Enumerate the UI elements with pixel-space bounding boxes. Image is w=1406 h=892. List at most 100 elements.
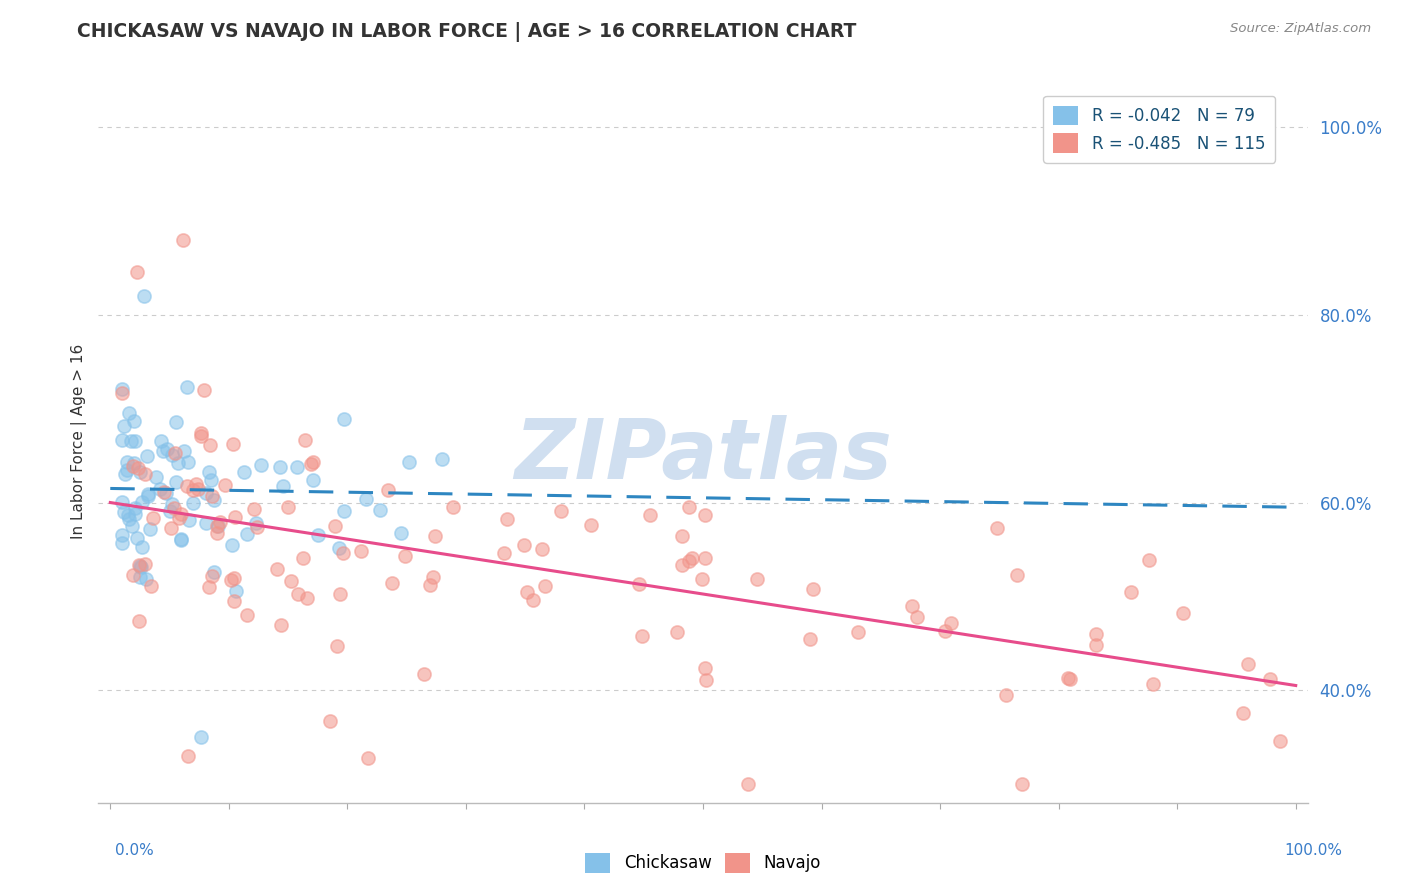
- Point: [177, 748, 200, 763]
- Point: [115, 463, 138, 477]
- Point: [389, 526, 412, 541]
- Point: [125, 264, 148, 278]
- Point: [165, 475, 187, 489]
- Point: [1005, 567, 1028, 582]
- Point: [224, 593, 246, 607]
- Point: [155, 486, 177, 500]
- Point: [111, 433, 134, 447]
- Point: [398, 455, 420, 469]
- Point: [128, 570, 150, 584]
- Point: [114, 467, 136, 481]
- Point: [277, 500, 299, 514]
- Point: [221, 538, 243, 552]
- Y-axis label: In Labor Force | Age > 16: In Labor Force | Age > 16: [72, 344, 87, 539]
- Point: [236, 527, 259, 541]
- Point: [181, 483, 204, 498]
- Point: [695, 508, 717, 522]
- Point: [270, 459, 292, 474]
- Point: [172, 233, 194, 247]
- Point: [801, 582, 824, 596]
- Point: [941, 616, 963, 631]
- Point: [377, 483, 399, 498]
- Point: [302, 455, 325, 469]
- Point: [333, 412, 356, 426]
- Point: [550, 504, 572, 518]
- Point: [170, 532, 193, 546]
- Point: [368, 503, 391, 517]
- Point: [190, 429, 212, 443]
- Point: [142, 511, 165, 525]
- Point: [325, 519, 347, 533]
- Point: [122, 414, 145, 428]
- Point: [208, 515, 231, 529]
- Point: [160, 448, 183, 462]
- Point: [579, 517, 602, 532]
- Point: [190, 425, 212, 440]
- Point: [1056, 672, 1078, 686]
- Point: [134, 289, 156, 303]
- Point: [120, 434, 142, 449]
- Point: [134, 467, 156, 481]
- Point: [534, 579, 557, 593]
- Point: [1171, 606, 1194, 620]
- Point: [186, 477, 208, 491]
- Point: [163, 500, 186, 515]
- Text: ZIPatlas: ZIPatlas: [515, 416, 891, 497]
- Point: [934, 624, 956, 638]
- Point: [201, 489, 224, 503]
- Point: [124, 434, 146, 448]
- Point: [287, 587, 309, 601]
- Point: [112, 505, 135, 519]
- Point: [122, 568, 145, 582]
- Point: [167, 456, 190, 470]
- Point: [165, 415, 187, 429]
- Point: [1011, 777, 1033, 791]
- Point: [329, 587, 352, 601]
- Point: [111, 495, 134, 509]
- Point: [638, 508, 661, 522]
- Point: [187, 483, 209, 497]
- Point: [1142, 677, 1164, 691]
- Text: CHICKASAW VS NAVAJO IN LABOR FORCE | AGE > 16 CORRELATION CHART: CHICKASAW VS NAVAJO IN LABOR FORCE | AGE…: [77, 22, 856, 42]
- Point: [121, 519, 143, 533]
- Point: [665, 624, 688, 639]
- Point: [307, 527, 329, 541]
- Point: [149, 434, 172, 448]
- Text: 100.0%: 100.0%: [1285, 843, 1343, 858]
- Point: [1059, 672, 1081, 686]
- Point: [118, 512, 141, 526]
- Point: [357, 751, 380, 765]
- Point: [127, 461, 149, 475]
- Point: [129, 465, 152, 479]
- Point: [328, 541, 350, 555]
- Point: [176, 380, 198, 394]
- Point: [224, 510, 246, 524]
- Point: [678, 500, 700, 514]
- Point: [163, 446, 186, 460]
- Point: [129, 560, 152, 574]
- Point: [246, 519, 269, 533]
- Point: [245, 516, 267, 530]
- Point: [799, 632, 821, 647]
- Point: [332, 546, 354, 560]
- Point: [219, 574, 242, 588]
- Point: [1119, 585, 1142, 599]
- Point: [678, 554, 700, 568]
- Point: [531, 541, 554, 556]
- Point: [170, 507, 193, 521]
- Point: [122, 459, 145, 474]
- Point: [299, 458, 322, 472]
- Point: [233, 465, 256, 479]
- Point: [846, 625, 869, 640]
- Point: [412, 666, 434, 681]
- Point: [492, 546, 515, 560]
- Point: [193, 384, 215, 398]
- Point: [124, 500, 146, 515]
- Point: [176, 478, 198, 492]
- Point: [986, 521, 1008, 535]
- Point: [419, 578, 441, 592]
- Text: Source: ZipAtlas.com: Source: ZipAtlas.com: [1230, 22, 1371, 36]
- Point: [425, 528, 447, 542]
- Point: [111, 536, 134, 550]
- Point: [159, 504, 181, 518]
